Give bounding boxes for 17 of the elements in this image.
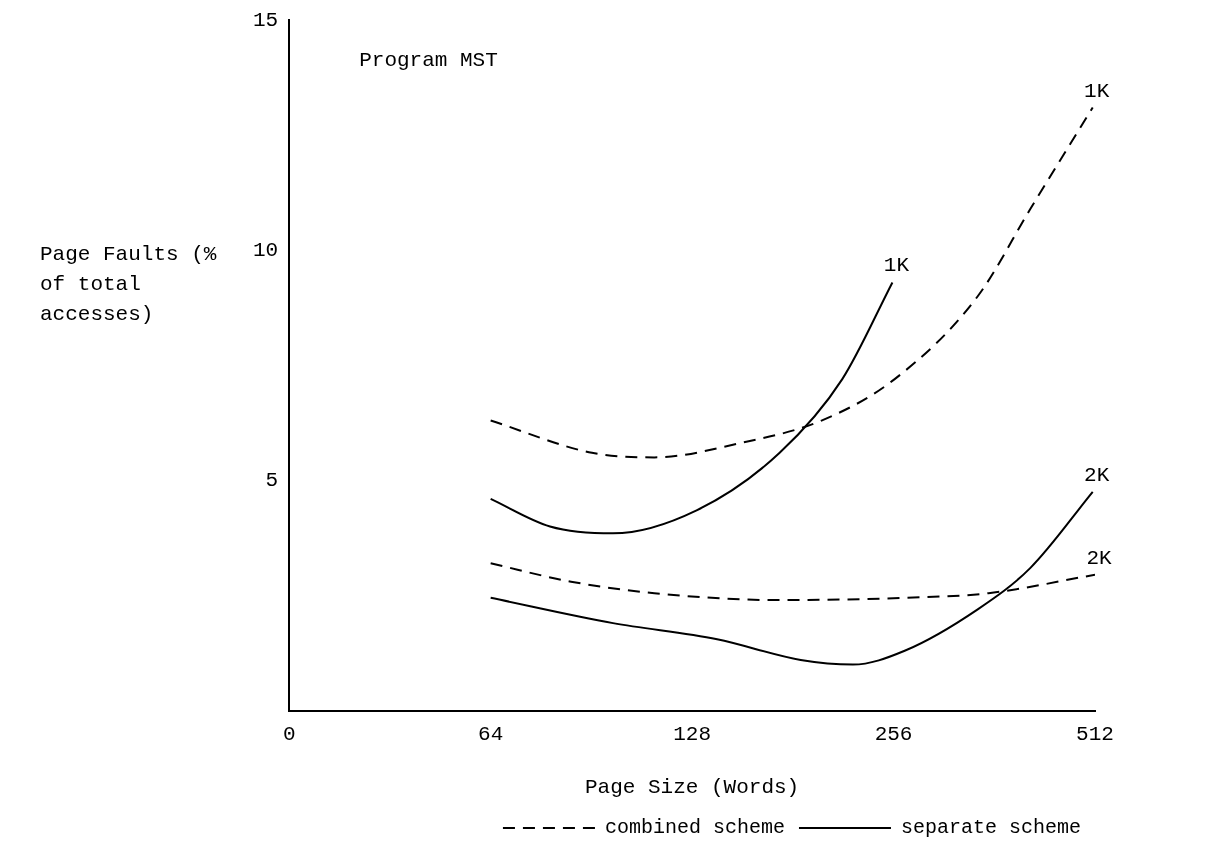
x-tick-label: 64 bbox=[478, 722, 504, 746]
x-tick-label: 128 bbox=[673, 722, 712, 746]
legend-label: combined scheme bbox=[604, 816, 785, 840]
y-tick-label: 15 bbox=[252, 8, 279, 32]
y-tick-label: 10 bbox=[252, 238, 279, 262]
text: Program MST bbox=[359, 49, 498, 73]
legend-label: separate scheme bbox=[900, 816, 1081, 840]
x-tick-label: 512 bbox=[1076, 722, 1114, 746]
x-axis-title: Page Size (Words) bbox=[584, 775, 800, 799]
annotation: 2K bbox=[1084, 463, 1110, 487]
y-tick-label: 5 bbox=[265, 468, 279, 492]
x-tick-label: 256 bbox=[874, 722, 913, 746]
annotation: 1K bbox=[1084, 79, 1110, 103]
annotation: 2K bbox=[1086, 546, 1112, 570]
y-axis-title: Page Faults (% of total accesses) bbox=[40, 242, 218, 328]
x-tick-label: 0 bbox=[282, 722, 296, 746]
annotation: 1K bbox=[883, 254, 910, 278]
